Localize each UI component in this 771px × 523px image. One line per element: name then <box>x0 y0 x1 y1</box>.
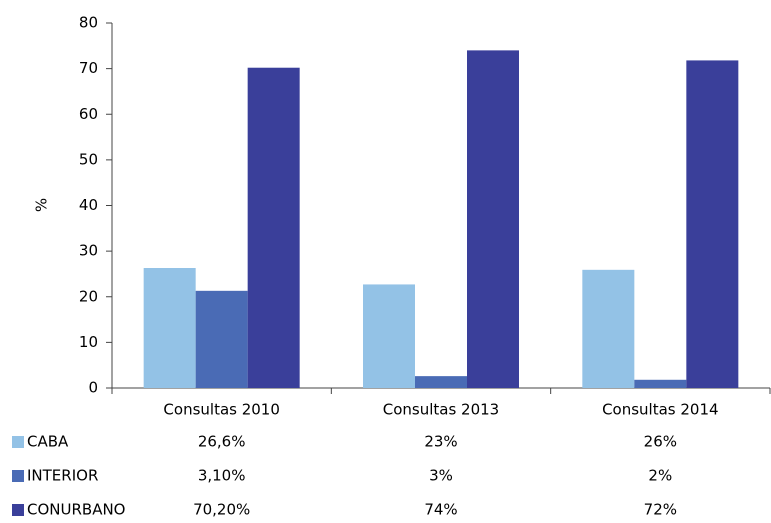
legend-label: CONURBANO <box>27 501 125 519</box>
bar <box>363 284 415 388</box>
y-tick-label: 20 <box>79 287 98 305</box>
x-tick-label: Consultas 2010 <box>163 401 279 419</box>
bar <box>247 67 300 389</box>
bar <box>467 50 519 388</box>
table-cell: 23% <box>424 433 457 451</box>
legend-label: CABA <box>27 433 69 451</box>
bar <box>686 60 739 388</box>
bar <box>195 290 248 388</box>
legend-swatch <box>12 436 24 448</box>
bar <box>143 268 196 388</box>
table-cell: 3% <box>429 467 453 485</box>
table-cell: 26,6% <box>198 433 246 451</box>
table-cell: 26% <box>644 433 677 451</box>
bar <box>582 269 635 388</box>
y-tick-label: 60 <box>79 105 98 123</box>
table-cell: 3,10% <box>198 467 246 485</box>
y-tick-label: 10 <box>79 333 98 351</box>
y-tick-label: 80 <box>79 14 98 32</box>
legend-swatch <box>12 470 24 482</box>
y-tick-label: 50 <box>79 150 98 168</box>
y-tick-label: 30 <box>79 242 98 260</box>
y-axis-label: % <box>33 198 51 212</box>
table-cell: 2% <box>648 467 672 485</box>
legend-label: INTERIOR <box>27 467 98 485</box>
y-tick-label: 40 <box>79 196 98 214</box>
x-tick-label: Consultas 2013 <box>383 401 499 419</box>
table-cell: 72% <box>644 501 677 519</box>
legend-swatch <box>12 504 24 516</box>
bar <box>415 376 467 388</box>
table-cell: 74% <box>424 501 457 519</box>
y-tick-label: 0 <box>88 379 98 397</box>
x-tick-label: Consultas 2014 <box>602 401 718 419</box>
table-cell: 70,20% <box>193 501 250 519</box>
y-tick-label: 70 <box>79 59 98 77</box>
bar <box>634 379 687 388</box>
